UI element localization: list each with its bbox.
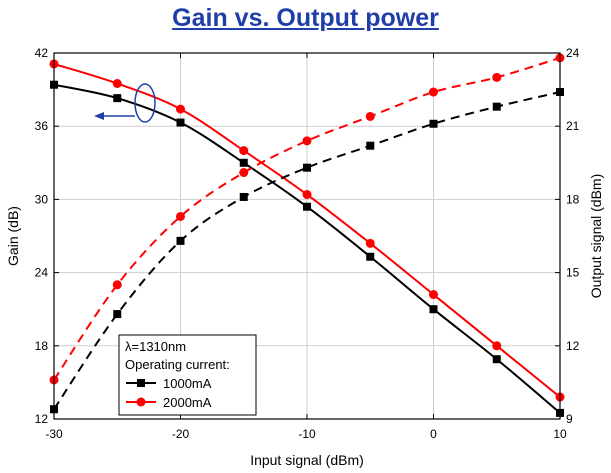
y-right-tick-label: 9 — [566, 412, 573, 426]
y-left-tick-label: 12 — [35, 412, 49, 426]
y-right-tick-label: 12 — [566, 339, 580, 353]
legend-entry-1000ma: 1000mA — [163, 376, 212, 391]
marker-output-1000ma — [176, 236, 185, 245]
y-left-tick-label: 18 — [35, 339, 49, 353]
axis-indicator-annotation — [94, 83, 156, 123]
marker-gain-2000ma — [112, 79, 122, 88]
annotation-arrow-head — [94, 112, 104, 120]
marker-gain-1000ma — [176, 118, 185, 127]
legend-marker-1000ma — [137, 379, 145, 387]
marker-output-1000ma — [303, 163, 311, 172]
x-tick-label: 10 — [553, 427, 567, 441]
marker-gain-2000ma — [302, 190, 312, 200]
legend-marker-2000ma — [136, 397, 146, 407]
marker-output-2000ma — [429, 87, 438, 97]
y-left-tick-label: 30 — [35, 192, 49, 206]
x-axis-label: Input signal (dBm) — [250, 452, 364, 468]
y-axis-right-label: Output signal (dBm) — [588, 174, 604, 299]
series-line-output-1000ma — [54, 91, 560, 410]
marker-output-1000ma — [492, 102, 501, 111]
marker-gain-2000ma — [492, 341, 502, 351]
marker-gain-1000ma — [366, 252, 375, 261]
marker-gain-2000ma — [176, 104, 185, 114]
marker-output-2000ma — [365, 111, 375, 121]
marker-gain-2000ma — [429, 290, 438, 300]
x-tick-label: -20 — [172, 427, 190, 441]
marker-gain-1000ma — [239, 158, 248, 167]
marker-output-1000ma — [239, 192, 248, 201]
y-left-tick-label: 42 — [35, 46, 49, 60]
y-right-tick-label: 21 — [566, 119, 580, 133]
tick-labels: -30 -20 -10 0 10 12 18 24 30 36 42 9 12 15 18 21 24 — [35, 46, 580, 441]
legend-entry-2000ma: 2000mA — [163, 395, 212, 410]
y-right-tick-label: 24 — [566, 46, 580, 60]
marker-gain-1000ma — [492, 355, 501, 364]
x-tick-label: 0 — [430, 427, 437, 441]
marker-gain-1000ma — [303, 202, 311, 211]
marker-gain-2000ma — [239, 146, 249, 156]
axes — [53, 52, 561, 420]
marker-gain-1000ma — [113, 94, 122, 103]
y-right-tick-label: 18 — [566, 192, 580, 206]
y-left-tick-label: 24 — [35, 266, 49, 280]
marker-output-2000ma — [302, 136, 312, 146]
marker-output-1000ma — [366, 141, 375, 150]
marker-output-2000ma — [112, 280, 122, 290]
y-right-tick-label: 15 — [566, 266, 580, 280]
annotation-ellipse — [134, 83, 156, 123]
x-tick-label: -30 — [45, 427, 63, 441]
marker-gain-1000ma — [429, 305, 438, 314]
marker-output-2000ma — [239, 168, 249, 178]
legend-subtitle: Operating current: — [125, 357, 230, 372]
legend-wavelength: λ=1310nm — [125, 339, 186, 354]
x-tick-label: -10 — [298, 427, 316, 441]
marker-output-2000ma — [492, 72, 502, 82]
chart-title: Gain vs. Output power — [172, 4, 439, 32]
marker-gain-2000ma — [365, 238, 375, 248]
y-left-tick-label: 36 — [35, 119, 49, 133]
y-axis-left-label: Gain (dB) — [5, 206, 21, 266]
marker-output-2000ma — [176, 211, 185, 221]
marker-output-1000ma — [429, 119, 438, 128]
legend: λ=1310nm Operating current: 1000mA 2000m… — [118, 334, 257, 416]
marker-output-1000ma — [113, 310, 122, 319]
